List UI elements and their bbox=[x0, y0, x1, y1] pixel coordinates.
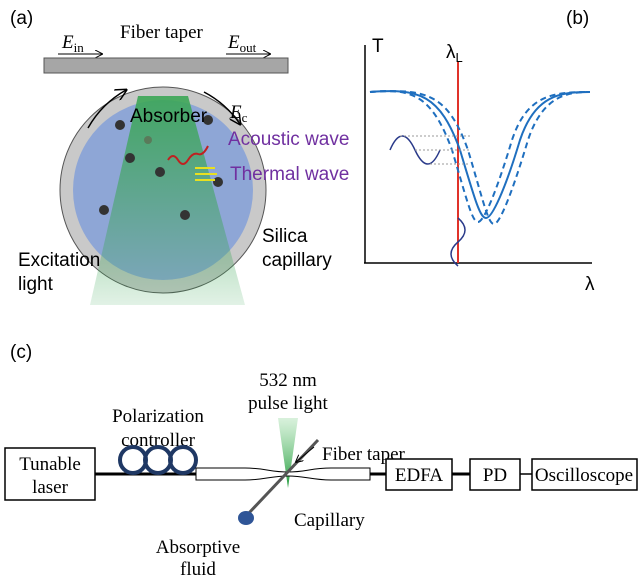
pulse-beam bbox=[278, 418, 298, 488]
capillary bbox=[246, 438, 320, 516]
e-out: Eout bbox=[227, 32, 257, 55]
symbol: E bbox=[229, 102, 242, 123]
fluid bbox=[238, 511, 254, 525]
arrow bbox=[203, 91, 240, 124]
box bbox=[385, 458, 453, 491]
pulse-label: pulse light bbox=[248, 393, 328, 414]
excitation-label: Excitation bbox=[18, 250, 100, 271]
subscript: in bbox=[74, 40, 85, 55]
dot bbox=[115, 120, 125, 130]
fluid-label: Absorptive bbox=[156, 537, 240, 558]
panel-label: (b) bbox=[566, 8, 589, 29]
symbol: E bbox=[61, 32, 74, 53]
excitation-label: light bbox=[18, 274, 54, 295]
pc-label: Polarization bbox=[112, 406, 204, 427]
pc-loops bbox=[118, 445, 198, 475]
y-axis-label: T bbox=[372, 36, 384, 57]
box bbox=[531, 458, 638, 491]
laser-label: Tunable bbox=[19, 454, 81, 475]
spectrum bbox=[369, 90, 591, 226]
taper-label: Fiber taper bbox=[322, 444, 406, 465]
subscript: c bbox=[242, 110, 248, 125]
e-c: Ec bbox=[229, 102, 248, 125]
oscilloscope-label: Oscilloscope bbox=[535, 465, 633, 486]
acoustic-label: Acoustic wave bbox=[228, 129, 349, 150]
dot bbox=[125, 153, 135, 163]
fluid-label: fluid bbox=[180, 559, 216, 579]
thermal-wave bbox=[195, 167, 217, 181]
dot bbox=[180, 210, 190, 220]
pd-label: PD bbox=[483, 465, 507, 486]
fiber-taper-label: Fiber taper bbox=[120, 22, 204, 43]
guides bbox=[400, 135, 470, 165]
dot bbox=[144, 136, 152, 144]
spectrum bbox=[369, 90, 591, 220]
x-axis-label: λ bbox=[585, 274, 595, 295]
pc-label: controller bbox=[121, 430, 196, 451]
pulse-label: 532 nm bbox=[259, 370, 317, 391]
panel-label: (a) bbox=[10, 8, 33, 29]
spectrum bbox=[369, 90, 591, 224]
output-signal bbox=[450, 217, 466, 267]
arrow bbox=[296, 446, 315, 462]
symbol: λ bbox=[446, 42, 456, 63]
dot bbox=[99, 205, 109, 215]
dot bbox=[203, 115, 213, 125]
box bbox=[469, 458, 521, 491]
taper bbox=[195, 467, 371, 481]
loop bbox=[168, 445, 198, 475]
excitation-beam bbox=[90, 96, 245, 305]
e-in: Ein bbox=[61, 32, 84, 55]
laser-label: laser bbox=[32, 477, 69, 498]
dot bbox=[155, 167, 165, 177]
fiber bbox=[43, 57, 289, 74]
capillary-label: Capillary bbox=[294, 510, 365, 531]
absorber-label: Absorber bbox=[130, 106, 208, 127]
subscript: L bbox=[456, 50, 463, 65]
arrow bbox=[87, 90, 126, 129]
silica-label: capillary bbox=[262, 250, 332, 271]
thermal-label: Thermal wave bbox=[230, 164, 349, 185]
acoustic-wave bbox=[167, 145, 209, 165]
subscript: out bbox=[240, 40, 257, 55]
edfa-label: EDFA bbox=[395, 465, 443, 486]
laser-label: λL bbox=[446, 42, 463, 65]
box bbox=[4, 447, 96, 501]
spectra bbox=[369, 90, 591, 226]
silica-label: Silica bbox=[262, 226, 308, 247]
panel-label: (c) bbox=[10, 342, 32, 363]
dot bbox=[213, 177, 223, 187]
symbol: E bbox=[227, 32, 240, 53]
absorbers bbox=[99, 115, 223, 220]
